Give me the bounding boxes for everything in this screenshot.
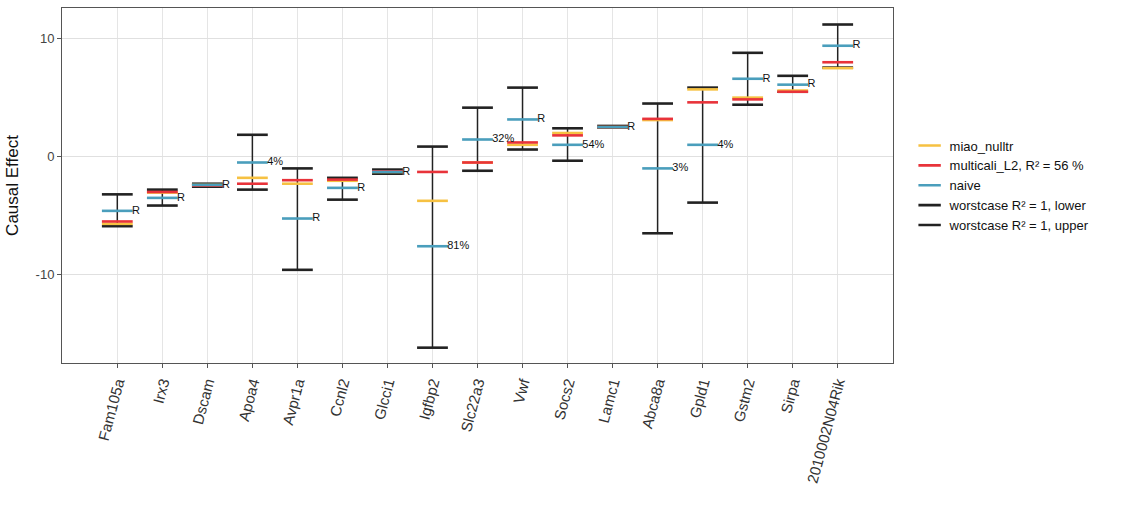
svg-text:Gstm2: Gstm2: [730, 377, 758, 424]
svg-text:Glcci1: Glcci1: [370, 377, 397, 422]
svg-text:0: 0: [47, 149, 54, 164]
svg-text:R: R: [222, 178, 230, 190]
svg-text:Dscam: Dscam: [189, 377, 218, 426]
svg-text:Avpr1a: Avpr1a: [279, 376, 308, 427]
svg-text:32%: 32%: [492, 132, 514, 144]
svg-text:R: R: [627, 120, 635, 132]
svg-text:10: 10: [40, 31, 54, 46]
svg-text:4%: 4%: [267, 155, 283, 167]
svg-text:3%: 3%: [672, 161, 688, 173]
svg-text:Abca8a: Abca8a: [638, 376, 668, 430]
svg-text:worstcase R² = 1, upper: worstcase R² = 1, upper: [949, 218, 1089, 233]
svg-text:Sirpa: Sirpa: [777, 376, 803, 415]
svg-text:Socs2: Socs2: [550, 377, 577, 422]
svg-text:R: R: [177, 191, 185, 203]
svg-text:naive: naive: [950, 178, 981, 193]
svg-text:R: R: [402, 165, 410, 177]
svg-text:R: R: [132, 204, 140, 216]
svg-text:Fam105a: Fam105a: [95, 376, 128, 442]
svg-text:Causal Effect: Causal Effect: [3, 135, 22, 236]
svg-text:Gpld1: Gpld1: [686, 377, 713, 420]
svg-text:R: R: [357, 181, 365, 193]
svg-text:R: R: [852, 38, 860, 50]
svg-text:R: R: [537, 112, 545, 124]
svg-text:multicali_L2, R² = 56 %: multicali_L2, R² = 56 %: [950, 158, 1084, 173]
svg-text:81%: 81%: [447, 239, 469, 251]
svg-text:worstcase R² = 1, lower: worstcase R² = 1, lower: [949, 198, 1087, 213]
svg-text:-10: -10: [36, 267, 55, 282]
svg-text:Ccnl2: Ccnl2: [326, 377, 352, 418]
svg-text:Igfbp2: Igfbp2: [415, 377, 442, 422]
svg-text:54%: 54%: [582, 138, 604, 150]
svg-text:Slc22a3: Slc22a3: [457, 377, 487, 434]
svg-text:Lamc1: Lamc1: [595, 377, 623, 425]
svg-text:2010002N04Rik: 2010002N04Rik: [804, 376, 848, 485]
svg-text:Apoa4: Apoa4: [235, 377, 263, 423]
svg-text:R: R: [807, 77, 815, 89]
svg-text:Vwf: Vwf: [510, 376, 533, 405]
svg-text:Irx3: Irx3: [150, 377, 173, 406]
svg-text:R: R: [762, 72, 770, 84]
svg-text:4%: 4%: [717, 138, 733, 150]
svg-text:miao_nulltr: miao_nulltr: [950, 139, 1014, 154]
svg-text:R: R: [312, 211, 320, 223]
